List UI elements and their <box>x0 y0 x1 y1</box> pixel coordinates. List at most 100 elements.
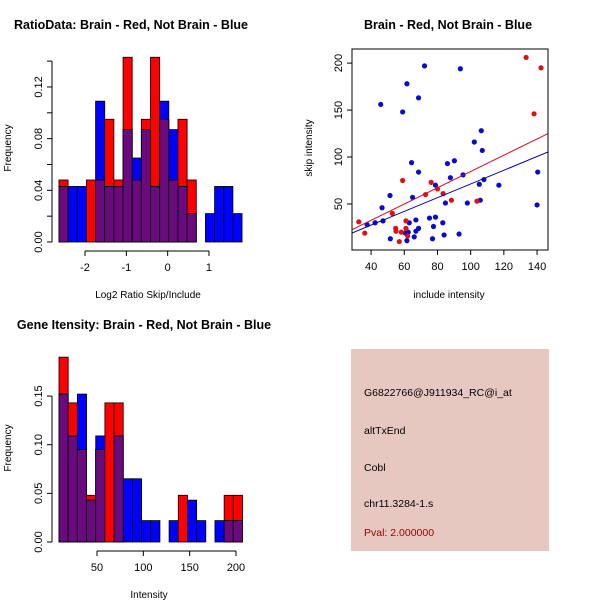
intensity-bar-overlap <box>223 520 234 543</box>
scatter-point-brain <box>403 225 409 231</box>
pval-text: Pval: 2.000000 <box>364 527 434 539</box>
scatter-y-tick-label: 100 <box>333 148 345 166</box>
scatter-point-not-brain <box>496 182 502 188</box>
scatter-point-not-brain <box>421 63 428 69</box>
ratio-bar-overlap <box>113 186 124 243</box>
intensity-y-tick-label: 0.05 <box>33 483 45 504</box>
fit-line-not-brain <box>352 151 548 234</box>
scatter-point-not-brain <box>430 223 437 230</box>
scatter-point-brain <box>362 230 368 236</box>
gene-name: Cobl <box>364 462 386 474</box>
ratio-y-tick-label: 0.08 <box>33 128 45 149</box>
ratio-bar-brain <box>86 179 96 243</box>
intensity-bar-overlap <box>67 435 78 543</box>
ratio-bar-overlap <box>58 186 69 243</box>
scatter-plot: 40 60 80 100 120 140 50 100 150 200 <box>333 48 549 273</box>
scatter-point-not-brain <box>429 236 436 242</box>
scatter-point-not-brain <box>415 225 422 231</box>
intensity-hist-xlabel: Intensity <box>130 590 167 600</box>
scatter-x-tick-label: 40 <box>365 261 377 273</box>
intensity-bar-overlap <box>95 449 106 543</box>
scatter-point-not-brain <box>534 202 540 208</box>
scatter-point-not-brain <box>451 158 457 164</box>
intensity-histogram: 0.00 0.05 0.10 0.15 50 100 150 200 <box>33 356 245 574</box>
scatter-point-brain <box>400 177 406 184</box>
ratio-x-tick-label: -2 <box>80 262 90 274</box>
ratio-bar-overlap <box>186 213 197 243</box>
intensity-bar-overlap <box>76 449 87 543</box>
scatter-x-tick-label: 60 <box>398 261 410 273</box>
intensity-bar-not-brain <box>187 499 198 543</box>
scatter-point-not-brain <box>471 139 477 145</box>
intensity-bar-not-brain <box>122 478 133 543</box>
probe-id: G6822766@J911934_RC@i_at <box>364 387 512 399</box>
intensity-y-tick-label: 0.15 <box>33 385 45 406</box>
intensity-bar-not-brain <box>141 520 152 543</box>
intensity-y-tick-label: 0.10 <box>33 434 45 455</box>
scatter-point-brain <box>356 219 362 225</box>
scatter-point-not-brain <box>415 169 422 175</box>
intensity-bar-overlap <box>86 499 97 543</box>
intensity-x-tick-label: 200 <box>227 562 245 574</box>
scatter-title: Brain - Red, Not Brain - Blue <box>364 18 532 32</box>
ratio-y-tick-label: 0.12 <box>33 76 45 97</box>
intensity-bar-overlap <box>58 393 69 543</box>
scatter-point-brain <box>404 233 411 239</box>
scatter-point-brain <box>396 238 402 245</box>
scatter-x-tick-label: 80 <box>431 261 443 273</box>
ratio-bar-overlap <box>150 186 161 243</box>
scatter-point-not-brain <box>432 214 439 220</box>
ratio-bar-overlap <box>177 186 188 243</box>
scatter-point-not-brain <box>440 220 446 226</box>
intensity-bar-overlap <box>232 520 243 543</box>
scatter-plot-box <box>351 48 549 251</box>
locus-id: chr11.3284-1.s <box>364 498 433 510</box>
scatter-point-not-brain <box>400 109 406 115</box>
ratio-hist-ylabel: Frequency <box>3 124 14 171</box>
ratio-bar-overlap <box>104 186 115 243</box>
scatter-point-brain <box>523 54 529 61</box>
intensity-bar-not-brain <box>214 520 225 543</box>
info-panel-background <box>351 349 549 551</box>
ratio-bar-not-brain <box>67 186 78 243</box>
scatter-point-not-brain <box>379 205 385 211</box>
scatter-point-not-brain <box>444 160 451 167</box>
scatter-point-brain <box>531 111 537 117</box>
ratio-bar-not-brain <box>205 213 215 243</box>
scatter-point-not-brain <box>447 175 454 181</box>
intensity-y-tick-label: 0.00 <box>33 531 45 552</box>
scatter-x-tick-label: 140 <box>528 261 546 273</box>
scatter-point-not-brain <box>457 66 463 72</box>
scatter-point-not-brain <box>479 147 485 154</box>
scatter-y-tick-label: 200 <box>333 54 345 72</box>
scatter-point-not-brain <box>409 194 416 201</box>
intensity-bar-not-brain <box>131 478 142 543</box>
event-type: altTxEnd <box>364 425 406 437</box>
scatter-point-brain <box>403 218 409 224</box>
scatter-point-brain <box>393 228 399 234</box>
scatter-x-tick-label: 100 <box>461 261 479 273</box>
ratio-hist-title: RatioData: Brain - Red, Not Brain - Blue <box>14 18 248 32</box>
scatter-point-not-brain <box>411 234 417 240</box>
scatter-ylabel: skip intensity <box>304 119 315 176</box>
ratio-bar-overlap <box>95 179 106 243</box>
info-panel: G6822766@J911934_RC@i_at altTxEnd Cobl c… <box>351 349 549 551</box>
intensity-x-tick-label: 150 <box>180 562 198 574</box>
ratio-bar-overlap <box>140 129 151 243</box>
scatter-point-not-brain <box>408 160 415 166</box>
scatter-point-not-brain <box>426 215 433 221</box>
scatter-point-not-brain <box>404 238 410 244</box>
ratio-y-tick-label: 0.00 <box>33 231 45 252</box>
scatter-point-brain <box>428 179 434 185</box>
ratio-bar-not-brain <box>223 186 234 243</box>
ratio-hist-xlabel: Log2 Ratio Skip/Include <box>95 290 201 301</box>
intensity-bar-overlap <box>113 435 124 543</box>
scatter-point-brain <box>538 65 544 71</box>
scatter-point-not-brain <box>415 95 422 101</box>
scatter-point-not-brain <box>476 181 482 187</box>
scatter-x-tick-label: 120 <box>495 261 513 273</box>
scatter-point-not-brain <box>387 192 393 199</box>
intensity-hist-title: Gene Itensity: Brain - Red, Not Brain - … <box>17 318 271 332</box>
